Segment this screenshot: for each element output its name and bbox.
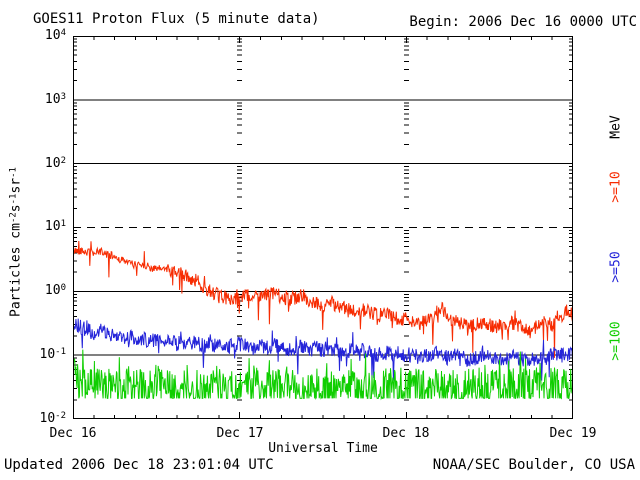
series-10mev	[73, 240, 573, 358]
legend-ge10: >=10	[608, 171, 624, 203]
proton-flux-plot	[73, 36, 573, 419]
legend-ge50: >=50	[608, 251, 624, 283]
source-credit: NOAA/SEC Boulder, CO USA	[432, 457, 635, 473]
series-100mev	[73, 349, 573, 401]
x-tick-dec17: Dec 17	[216, 426, 264, 441]
x-tick-dec16: Dec 16	[49, 426, 97, 441]
legend-unit-mev: MeV	[608, 115, 624, 139]
y-tick-1e1: 101	[44, 219, 66, 234]
y-tick-1e-1: 10-1	[39, 347, 67, 362]
y-tick-1e3: 103	[44, 92, 66, 107]
series-50mev	[73, 318, 573, 381]
legend-ge100: >=100	[608, 321, 624, 361]
begin-time-label: Begin: 2006 Dec 16 0000 UTC	[409, 14, 637, 30]
chart-title: GOES11 Proton Flux (5 minute data)	[33, 11, 320, 27]
y-tick-1e-2: 10-2	[39, 411, 67, 426]
y-tick-1e4: 104	[44, 28, 66, 43]
plot-frame	[73, 36, 573, 419]
y-tick-1e2: 102	[44, 156, 66, 171]
y-tick-1e0: 100	[44, 283, 66, 298]
x-tick-dec19: Dec 19	[549, 426, 597, 441]
x-tick-dec18: Dec 18	[382, 426, 430, 441]
y-axis-title: Particles cm-2s-1sr-1	[8, 167, 24, 317]
x-axis-title: Universal Time	[268, 441, 378, 456]
updated-timestamp: Updated 2006 Dec 18 23:01:04 UTC	[4, 457, 274, 473]
